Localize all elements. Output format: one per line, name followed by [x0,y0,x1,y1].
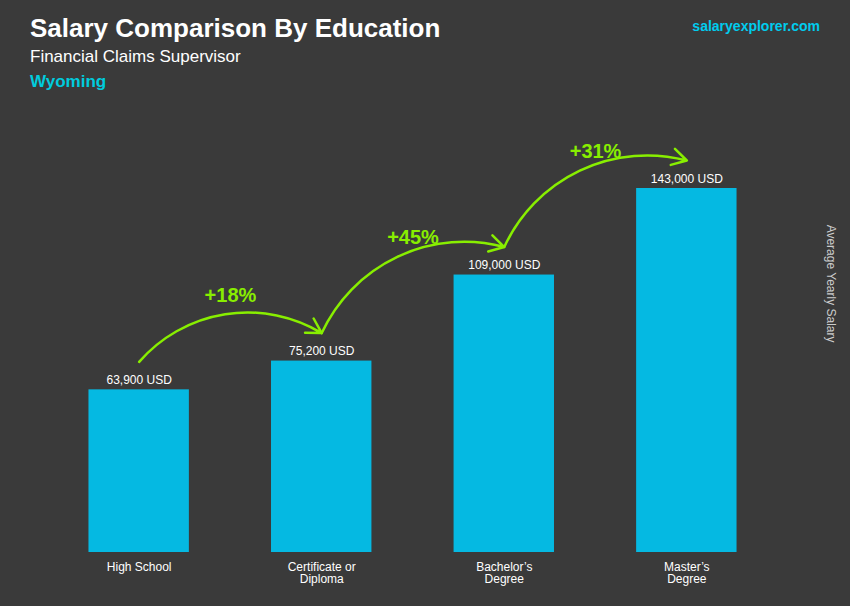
svg-text:63,900 USD: 63,900 USD [106,373,172,387]
svg-text:+18%: +18% [205,284,257,306]
svg-text:+31%: +31% [570,140,622,162]
html-text:Salary Comparison By Education: Salary Comparison By Education [30,13,441,43]
svg-text:Average Yearly Salary: Average Yearly Salary [824,225,838,343]
svg-text:Bachelor’sDegree: Bachelor’sDegree [476,560,532,586]
svg-text:109,000 USD: 109,000 USD [468,258,540,272]
svg-text:Certificate orDiploma: Certificate orDiploma [288,560,356,586]
svg-text:Master’sDegree: Master’sDegree [664,560,710,586]
svg-text:+45%: +45% [387,226,439,248]
svg-text:75,200 USD: 75,200 USD [289,344,355,358]
html-text:salaryexplorer.com: salaryexplorer.com [692,18,820,34]
html-text:Wyoming: Wyoming [30,72,107,91]
html-text:Financial Claims Supervisor: Financial Claims Supervisor [30,47,241,66]
svg-text:High School: High School [107,560,172,574]
svg-text:143,000 USD: 143,000 USD [651,172,723,186]
